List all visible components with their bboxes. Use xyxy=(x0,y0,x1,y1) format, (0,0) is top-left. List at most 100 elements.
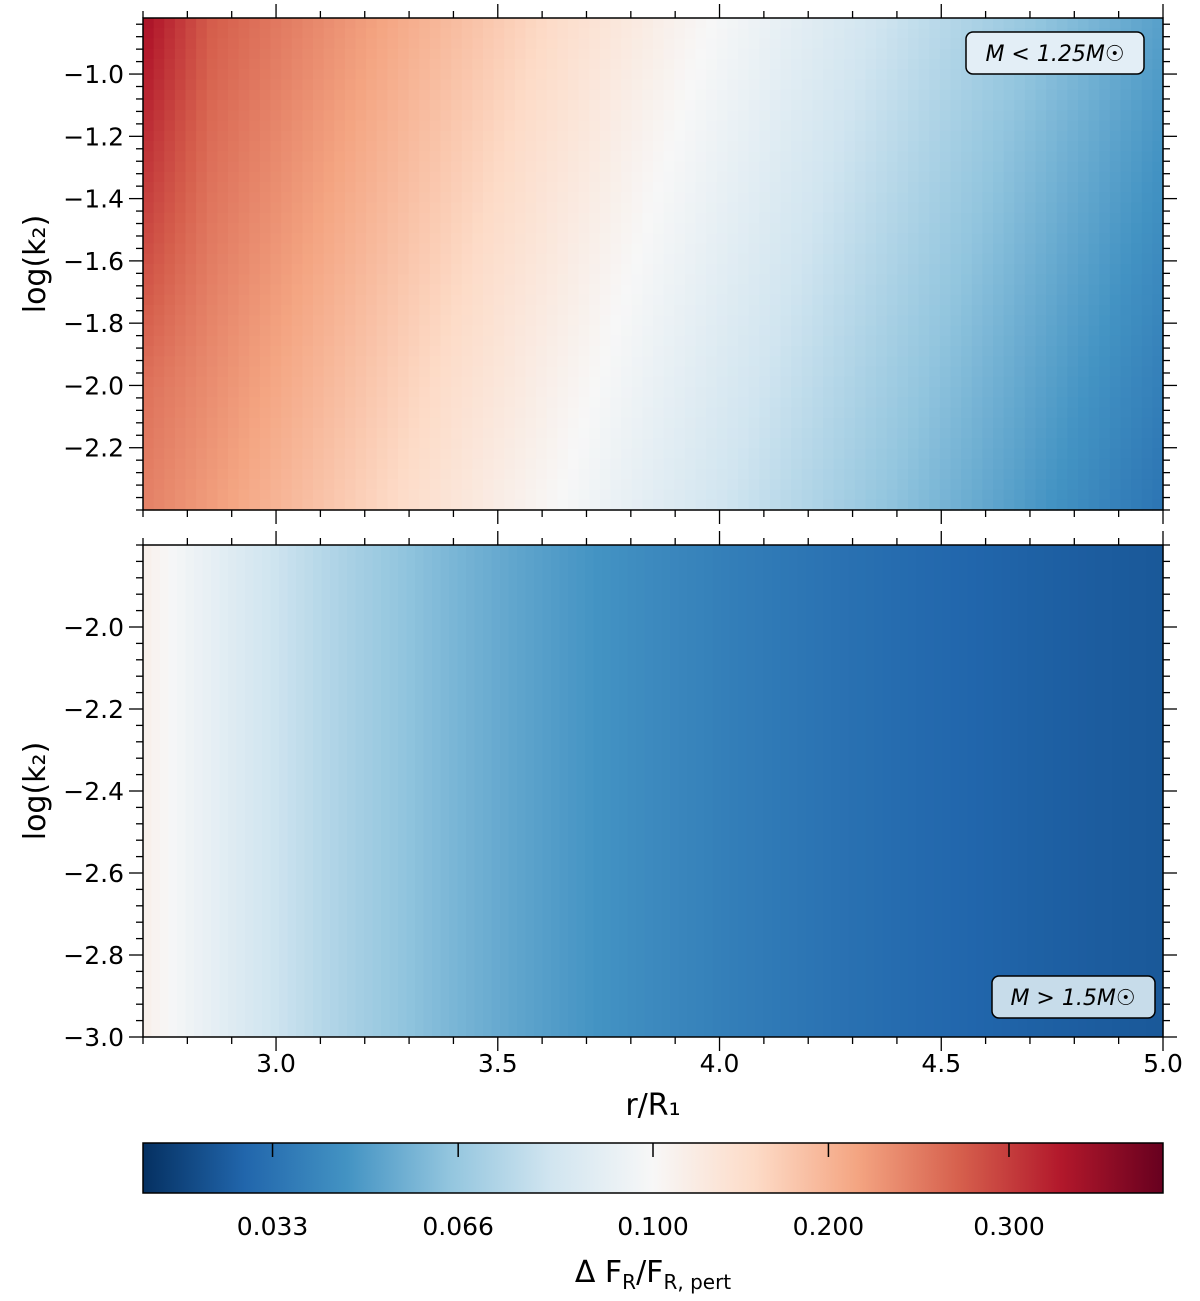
heat-cell xyxy=(844,407,856,419)
heat-cell xyxy=(663,325,675,337)
heat-cell xyxy=(748,305,760,316)
heat-cell xyxy=(918,366,930,378)
heat-cell xyxy=(568,48,580,60)
heat-cell xyxy=(950,18,962,29)
heat-cell xyxy=(695,428,707,439)
heat-cell xyxy=(153,448,165,460)
heat-cell xyxy=(270,499,282,511)
heat-cell xyxy=(738,38,750,50)
heat-cell xyxy=(1131,141,1143,152)
heat-cell xyxy=(1152,346,1164,357)
heat-cell xyxy=(1152,428,1164,439)
heat-column xyxy=(967,545,977,1037)
heat-cell xyxy=(578,89,590,101)
heat-cell xyxy=(727,233,739,245)
heat-cell xyxy=(684,274,697,286)
heat-cell xyxy=(461,151,473,163)
heat-cell xyxy=(780,407,792,419)
heat-cell xyxy=(259,130,272,142)
heat-cell xyxy=(727,89,739,101)
heat-cell xyxy=(1131,407,1143,419)
heat-cell xyxy=(833,100,845,111)
heat-cell xyxy=(355,202,367,214)
heat-cell xyxy=(334,48,346,60)
heat-cell xyxy=(408,489,420,501)
heat-cell xyxy=(653,356,665,368)
heat-cell xyxy=(376,448,388,460)
heat-cell xyxy=(387,18,399,29)
heat-cell xyxy=(1099,479,1111,491)
heat-cell xyxy=(568,417,580,429)
heat-cell xyxy=(334,346,346,357)
heat-cell xyxy=(1099,407,1111,419)
heat-cell xyxy=(1014,79,1026,91)
heat-cell xyxy=(684,499,697,511)
heat-cell xyxy=(143,397,155,409)
heat-cell xyxy=(844,325,856,337)
heat-cell xyxy=(663,100,675,111)
heat-cell xyxy=(876,192,888,204)
heat-cell xyxy=(514,274,527,286)
heat-cell xyxy=(631,479,643,491)
heat-cell xyxy=(1056,192,1068,204)
heat-cell xyxy=(355,458,367,470)
heat-cell xyxy=(398,100,410,111)
heat-cell xyxy=(568,69,580,81)
heat-cell xyxy=(961,479,973,491)
heat-cell xyxy=(706,69,718,81)
heat-cell xyxy=(174,192,187,204)
heat-column xyxy=(1027,545,1037,1037)
heat-cell xyxy=(908,243,920,255)
heat-cell xyxy=(451,397,463,409)
heat-cell xyxy=(525,376,537,388)
heat-cell xyxy=(568,294,580,306)
heat-cell xyxy=(791,18,803,29)
heat-cell xyxy=(291,28,303,40)
heat-cell xyxy=(1046,335,1058,347)
heat-cell xyxy=(344,59,357,70)
heat-cell xyxy=(823,182,835,193)
heat-cell xyxy=(344,141,357,152)
heat-cell xyxy=(483,192,495,204)
heat-cell xyxy=(663,284,675,296)
heat-cell xyxy=(398,417,410,429)
heat-cell xyxy=(706,356,718,368)
heat-cell xyxy=(674,356,686,368)
heat-cell xyxy=(897,141,909,152)
heat-cell xyxy=(642,274,654,286)
heat-cell xyxy=(217,264,229,275)
heat-cell xyxy=(939,120,952,132)
heat-cell xyxy=(536,110,548,122)
heat-cell xyxy=(780,151,792,163)
heat-cell xyxy=(653,479,665,491)
heat-cell xyxy=(918,151,930,163)
heat-cell xyxy=(196,264,208,275)
heat-cell xyxy=(217,274,229,286)
heat-cell xyxy=(738,428,750,439)
heat-cell xyxy=(153,18,165,29)
heat-cell xyxy=(706,202,718,214)
heat-cell xyxy=(642,161,654,173)
heat-cell xyxy=(929,356,941,368)
heat-cell xyxy=(334,315,346,327)
heat-cell xyxy=(153,202,165,214)
heat-cell xyxy=(302,346,314,357)
heat-cell xyxy=(514,469,527,480)
heat-cell xyxy=(897,294,909,306)
heat-cell xyxy=(1152,284,1164,296)
heat-cell xyxy=(823,89,835,101)
heat-cell xyxy=(153,325,165,337)
heat-cell xyxy=(876,428,888,439)
heat-cell xyxy=(344,182,357,193)
heat-cell xyxy=(557,130,569,142)
heat-cell xyxy=(812,69,824,81)
heat-cell xyxy=(982,315,994,327)
heat-cell xyxy=(1046,212,1058,224)
heat-cell xyxy=(918,376,930,388)
heat-cell xyxy=(302,315,314,327)
heat-cell xyxy=(387,151,399,163)
heat-cell xyxy=(791,59,803,70)
heat-cell xyxy=(281,274,293,286)
heat-cell xyxy=(674,438,686,450)
heat-cell xyxy=(684,59,697,70)
